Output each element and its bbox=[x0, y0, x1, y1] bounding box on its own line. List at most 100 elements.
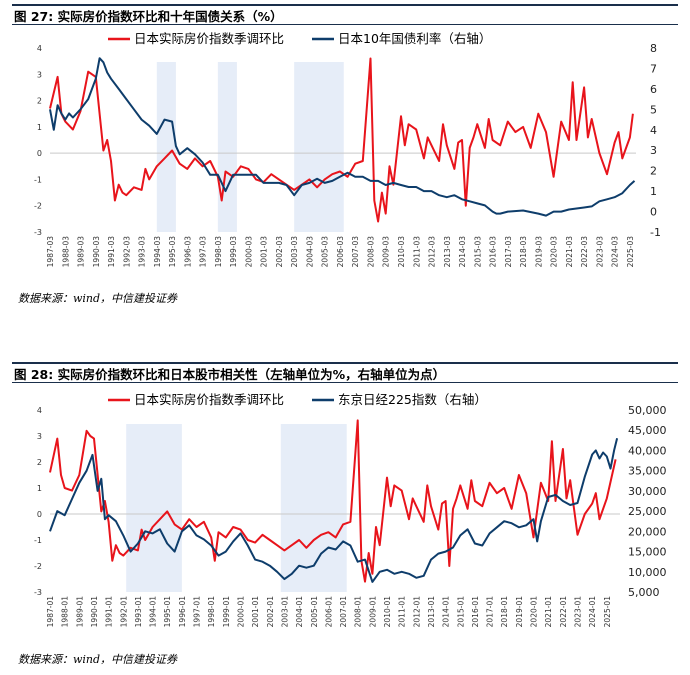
right-axis-labels: 8 7 6 5 4 3 2 1 0 -1 bbox=[650, 42, 661, 239]
y-right-tick-label: 1 bbox=[650, 185, 657, 198]
y-left-tick-label: 1 bbox=[37, 123, 42, 132]
x-tick-label: 2025-01 bbox=[603, 596, 612, 628]
x-tick-label: 1993-03 bbox=[138, 236, 147, 268]
x-tick-label: 2021-03 bbox=[565, 236, 574, 268]
y-left-tick-label: 2 bbox=[37, 458, 42, 467]
x-tick-label: 2005-01 bbox=[310, 596, 319, 628]
x-tick-label: 2006-01 bbox=[324, 596, 333, 628]
y-right-tick-label: 20,000 bbox=[628, 525, 667, 538]
y-left-tick-label: 4 bbox=[37, 406, 42, 415]
y-right-tick-label: 8 bbox=[650, 42, 657, 55]
x-tick-label: 2004-03 bbox=[305, 236, 314, 268]
y-right-tick-label: 45,000 bbox=[628, 424, 667, 437]
y-left-tick-label: 1 bbox=[37, 484, 42, 493]
x-tick-label: 2002-03 bbox=[275, 236, 284, 268]
series-line-right-axis bbox=[49, 57, 636, 217]
x-tick-label: 1987-03 bbox=[46, 236, 55, 268]
figure-top-rule bbox=[12, 362, 678, 364]
y-right-tick-label: 6 bbox=[650, 83, 657, 96]
series-line-housing bbox=[49, 419, 617, 583]
x-tick-label: 2006-03 bbox=[336, 236, 345, 268]
y-right-tick-label: 15,000 bbox=[628, 546, 667, 559]
x-tick-label: 2017-01 bbox=[486, 596, 495, 628]
x-tick-label: 2013-01 bbox=[427, 596, 436, 628]
x-tick-label: 2003-03 bbox=[290, 236, 299, 268]
x-tick-label: 2024-03 bbox=[611, 236, 620, 268]
x-tick-label: 2020-03 bbox=[550, 236, 559, 268]
x-tick-label: 2023-03 bbox=[595, 236, 604, 268]
x-tick-label: 1991-01 bbox=[105, 596, 114, 628]
x-tick-label: 2004-01 bbox=[295, 596, 304, 628]
figure-title: 图 27: 实际房价指数环比和十年国债关系（%） bbox=[14, 9, 283, 24]
x-tick-label: 2010-03 bbox=[397, 236, 406, 268]
x-tick-label: 2012-01 bbox=[412, 596, 421, 628]
x-tick-label: 2007-01 bbox=[339, 596, 348, 628]
x-tick-label: 2009-01 bbox=[368, 596, 377, 628]
x-tick-label: 2024-01 bbox=[588, 596, 597, 628]
x-tick-label: 2021-01 bbox=[544, 596, 553, 628]
shaded-region bbox=[217, 62, 237, 232]
shaded-regions bbox=[156, 62, 344, 232]
y-right-tick-label: 5,000 bbox=[628, 586, 660, 599]
x-tick-label: 2001-01 bbox=[251, 596, 260, 628]
x-tick-label: 1999-01 bbox=[222, 596, 231, 628]
series-line-housing bbox=[49, 57, 634, 223]
figure-top-rule bbox=[12, 4, 678, 6]
data-source: 数据来源：wind，中信建投证券 bbox=[18, 292, 178, 305]
x-tick-label: 2019-01 bbox=[515, 596, 524, 628]
shaded-regions bbox=[126, 424, 347, 592]
x-tick-label: 2010-01 bbox=[383, 596, 392, 628]
x-axis-labels: 1987-03 1988-03 1989-03 1990-03 1991-03 1992-… bbox=[46, 236, 635, 268]
x-tick-label: 1998-01 bbox=[207, 596, 216, 628]
legend: 日本实际房价指数季调环比 东京日经225指数（右轴） bbox=[108, 392, 487, 407]
x-tick-label: 1996-03 bbox=[183, 236, 192, 268]
x-tick-label: 2022-01 bbox=[559, 596, 568, 628]
y-left-tick-label: -3 bbox=[34, 588, 42, 597]
legend-label-nikkei: 东京日经225指数（右轴） bbox=[338, 392, 487, 407]
x-tick-label: 2022-03 bbox=[580, 236, 589, 268]
x-tick-label: 2014-01 bbox=[442, 596, 451, 628]
x-tick-label: 1990-03 bbox=[92, 236, 101, 268]
x-tick-label: 2000-03 bbox=[244, 236, 253, 268]
y-right-tick-label: 10,000 bbox=[628, 566, 667, 579]
y-right-tick-label: 2 bbox=[650, 165, 657, 178]
shaded-region bbox=[126, 424, 182, 592]
y-right-tick-label: 50,000 bbox=[628, 404, 667, 417]
x-tick-label: 2018-01 bbox=[500, 596, 509, 628]
x-tick-label: 2008-03 bbox=[366, 236, 375, 268]
shaded-region bbox=[156, 62, 176, 232]
legend-label-house: 日本实际房价指数季调环比 bbox=[134, 31, 284, 46]
x-tick-label: 1992-01 bbox=[119, 596, 128, 628]
figure-title-rule bbox=[12, 24, 678, 25]
x-tick-label: 1997-01 bbox=[193, 596, 202, 628]
x-tick-label: 2015-01 bbox=[456, 596, 465, 628]
x-tick-label: 2016-03 bbox=[489, 236, 498, 268]
y-left-tick-label: -1 bbox=[34, 536, 42, 545]
x-tick-label: 2009-03 bbox=[382, 236, 391, 268]
series-lines bbox=[49, 57, 636, 223]
y-right-tick-label: 0 bbox=[650, 206, 657, 219]
x-tick-label: 2013-03 bbox=[443, 236, 452, 268]
x-tick-label: 2014-03 bbox=[458, 236, 467, 268]
x-tick-label: 1994-01 bbox=[149, 596, 158, 628]
y-left-tick-label: -1 bbox=[34, 175, 42, 184]
legend-label-jgb: 日本10年国债利率（右轴） bbox=[338, 31, 491, 46]
x-tick-label: 2018-03 bbox=[519, 236, 528, 268]
left-axis-labels: 4 3 2 1 0 -1 -2 -3 bbox=[34, 44, 42, 237]
x-tick-label: 2011-03 bbox=[412, 236, 421, 268]
y-right-tick-label: 25,000 bbox=[628, 505, 667, 518]
x-tick-label: 2008-01 bbox=[354, 596, 363, 628]
x-tick-label: 1989-03 bbox=[77, 236, 86, 268]
y-right-tick-label: 30,000 bbox=[628, 485, 667, 498]
y-right-tick-label: 40,000 bbox=[628, 444, 667, 457]
x-tick-label: 2005-03 bbox=[321, 236, 330, 268]
x-tick-label: 1990-01 bbox=[90, 596, 99, 628]
data-source: 数据来源：wind，中信建投证券 bbox=[18, 653, 178, 666]
x-tick-label: 2002-01 bbox=[266, 596, 275, 628]
legend: 日本实际房价指数季调环比 日本10年国债利率（右轴） bbox=[108, 31, 491, 46]
x-tick-label: 2023-01 bbox=[574, 596, 583, 628]
legend-label-house: 日本实际房价指数季调环比 bbox=[134, 392, 284, 407]
y-left-tick-label: 3 bbox=[37, 432, 42, 441]
right-axis-labels: 50,000 45,000 40,000 35,000 30,000 25,000 20,0… bbox=[628, 404, 667, 599]
